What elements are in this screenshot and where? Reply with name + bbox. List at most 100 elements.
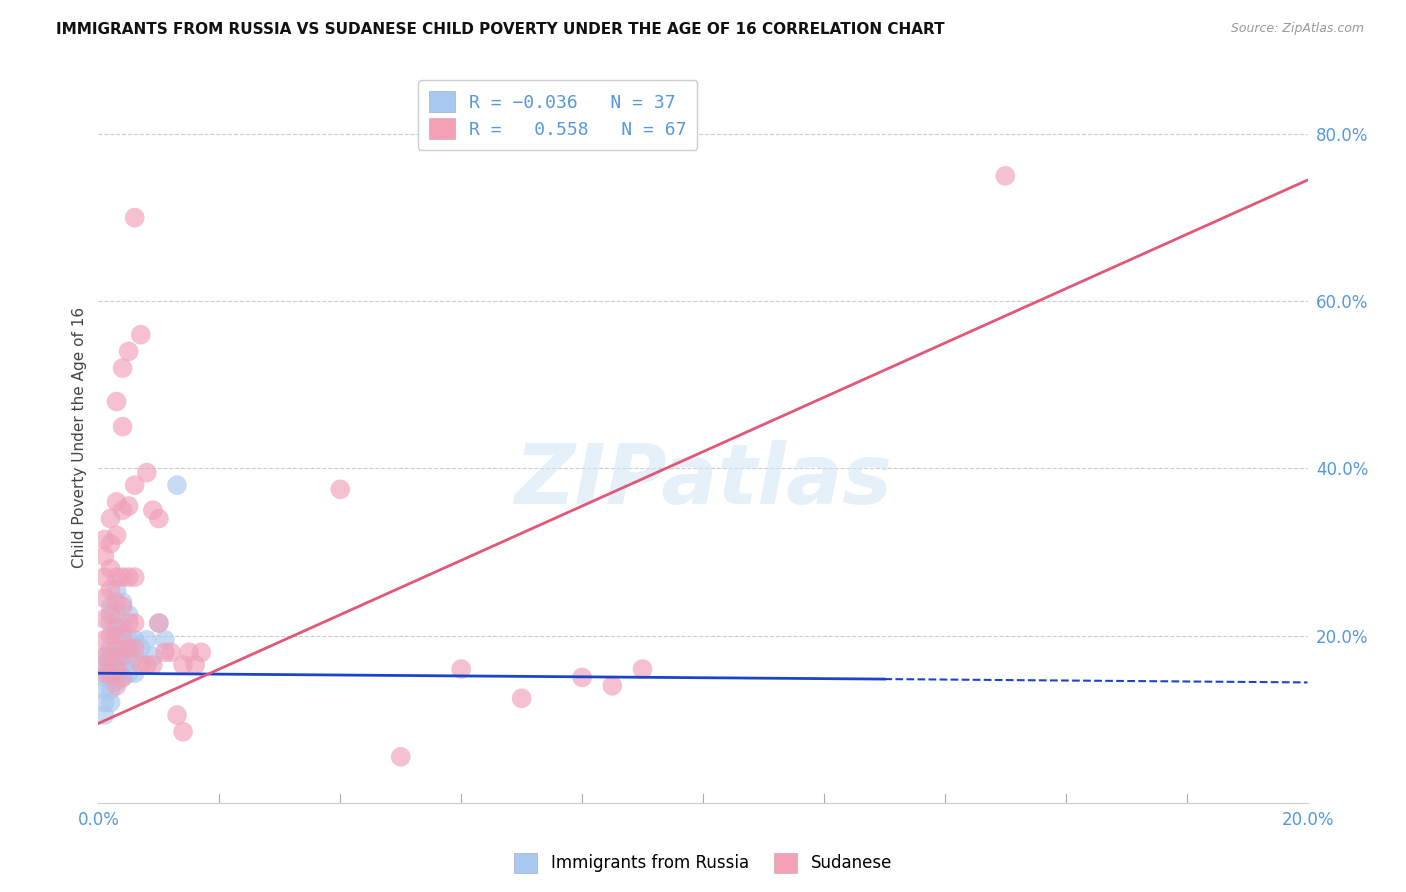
Point xyxy=(105,662,128,676)
Point xyxy=(135,657,157,672)
Point xyxy=(100,649,122,664)
Point xyxy=(93,649,115,664)
Point xyxy=(124,641,146,656)
Point xyxy=(118,616,141,631)
Point xyxy=(129,641,152,656)
Point xyxy=(129,327,152,342)
Point xyxy=(111,361,134,376)
Point xyxy=(100,682,122,697)
Point xyxy=(118,649,141,664)
Point xyxy=(148,616,170,631)
Point xyxy=(118,570,141,584)
Point xyxy=(100,670,122,684)
Point xyxy=(100,511,122,525)
Point xyxy=(142,649,165,664)
Point xyxy=(100,696,122,710)
Point xyxy=(93,570,115,584)
Point xyxy=(510,691,533,706)
Legend: R = −0.036   N = 37, R =   0.558   N = 67: R = −0.036 N = 37, R = 0.558 N = 67 xyxy=(419,80,697,150)
Point xyxy=(93,670,115,684)
Point xyxy=(129,657,152,672)
Point xyxy=(118,499,141,513)
Point xyxy=(111,599,134,614)
Point xyxy=(93,696,115,710)
Point xyxy=(160,645,183,659)
Point xyxy=(135,632,157,647)
Point xyxy=(994,169,1017,183)
Point xyxy=(100,666,122,681)
Point xyxy=(190,645,212,659)
Point xyxy=(148,511,170,525)
Point xyxy=(111,595,134,609)
Point xyxy=(105,629,128,643)
Point xyxy=(93,632,115,647)
Point xyxy=(111,503,134,517)
Text: Source: ZipAtlas.com: Source: ZipAtlas.com xyxy=(1230,22,1364,36)
Point xyxy=(105,641,128,656)
Point xyxy=(450,662,472,676)
Point xyxy=(111,670,134,684)
Point xyxy=(111,670,134,684)
Point xyxy=(118,607,141,622)
Point xyxy=(100,641,122,656)
Y-axis label: Child Poverty Under the Age of 16: Child Poverty Under the Age of 16 xyxy=(72,307,87,567)
Point xyxy=(105,582,128,597)
Point xyxy=(93,666,115,681)
Point xyxy=(602,679,624,693)
Point xyxy=(571,670,593,684)
Point xyxy=(142,657,165,672)
Legend: Immigrants from Russia, Sudanese: Immigrants from Russia, Sudanese xyxy=(508,847,898,880)
Point xyxy=(179,645,201,659)
Point xyxy=(93,591,115,605)
Point xyxy=(153,645,176,659)
Point xyxy=(100,657,122,672)
Point xyxy=(631,662,654,676)
Point xyxy=(142,503,165,517)
Point xyxy=(184,657,207,672)
Point xyxy=(329,483,352,497)
Point xyxy=(105,674,128,689)
Point xyxy=(172,724,194,739)
Point xyxy=(105,394,128,409)
Point xyxy=(118,632,141,647)
Point xyxy=(100,629,122,643)
Point xyxy=(105,570,128,584)
Point xyxy=(124,649,146,664)
Point xyxy=(105,528,128,542)
Point xyxy=(135,466,157,480)
Point xyxy=(100,582,122,597)
Point xyxy=(111,629,134,643)
Point xyxy=(105,595,128,609)
Point xyxy=(118,666,141,681)
Point xyxy=(166,708,188,723)
Point xyxy=(105,620,128,634)
Point xyxy=(111,641,134,656)
Point xyxy=(111,620,134,634)
Point xyxy=(124,616,146,631)
Point xyxy=(93,533,115,547)
Point xyxy=(100,536,122,550)
Point xyxy=(148,616,170,631)
Point xyxy=(124,211,146,225)
Point xyxy=(111,657,134,672)
Point xyxy=(100,607,122,622)
Point xyxy=(105,649,128,664)
Point xyxy=(111,649,134,664)
Point xyxy=(93,612,115,626)
Point xyxy=(93,549,115,564)
Point xyxy=(93,657,115,672)
Point xyxy=(93,682,115,697)
Point xyxy=(172,657,194,672)
Text: IMMIGRANTS FROM RUSSIA VS SUDANESE CHILD POVERTY UNDER THE AGE OF 16 CORRELATION: IMMIGRANTS FROM RUSSIA VS SUDANESE CHILD… xyxy=(56,22,945,37)
Point xyxy=(105,495,128,509)
Point xyxy=(93,649,115,664)
Point xyxy=(124,570,146,584)
Point xyxy=(100,599,122,614)
Point xyxy=(93,708,115,723)
Point xyxy=(153,632,176,647)
Point xyxy=(100,562,122,576)
Point xyxy=(124,632,146,647)
Point xyxy=(124,478,146,492)
Point xyxy=(105,662,128,676)
Point xyxy=(105,607,128,622)
